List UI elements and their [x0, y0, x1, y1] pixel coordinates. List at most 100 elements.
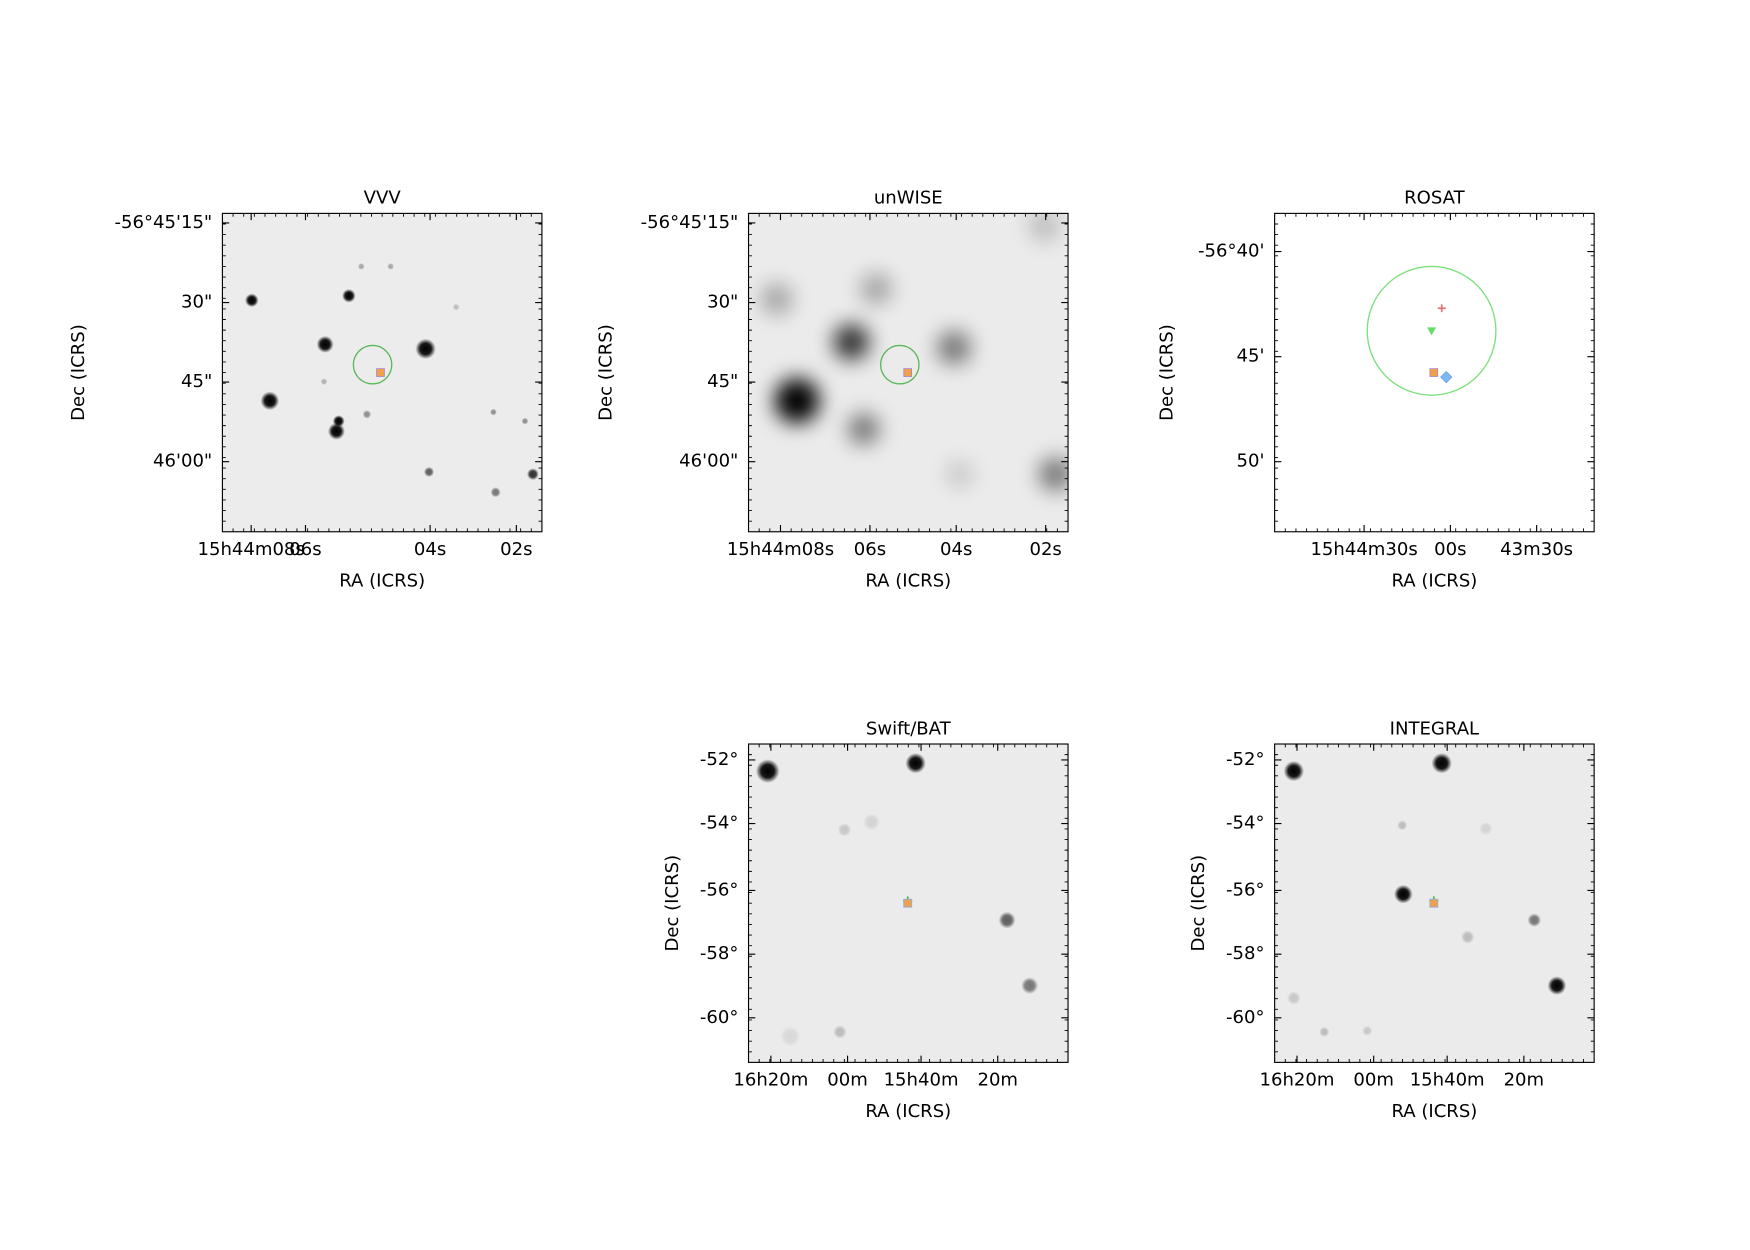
minor-tick [1274, 213, 1595, 532]
minor-tick [748, 744, 1069, 1063]
star [1021, 977, 1039, 995]
minor-tick [1274, 744, 1595, 1063]
minor-tick [222, 213, 542, 532]
star [1527, 913, 1542, 927]
minor-tick [1274, 744, 1595, 1063]
minor-tick [1274, 744, 1595, 1063]
minor-tick [222, 213, 542, 532]
minor-tick [748, 744, 1069, 1063]
minor-tick [748, 213, 1069, 532]
minor-tick [1274, 744, 1595, 1063]
minor-tick [748, 213, 1069, 532]
x-tick-label: 15h44m08s [727, 539, 834, 560]
minor-tick [222, 213, 542, 532]
sky-image [1283, 753, 1567, 1037]
minor-tick [1274, 213, 1595, 532]
star [1547, 976, 1567, 995]
minor-tick [1274, 213, 1595, 532]
minor-tick [1274, 744, 1595, 1063]
star [423, 466, 435, 478]
minor-tick [748, 744, 1069, 1063]
minor-tick [748, 744, 1069, 1063]
minor-tick [748, 213, 1069, 532]
minor-tick [1274, 744, 1595, 1063]
minor-tick [222, 213, 542, 532]
star [244, 293, 259, 308]
x-tick-label: 15h44m08s [198, 539, 305, 560]
star [1460, 930, 1475, 944]
x-axis-label: RA (ICRS) [1391, 570, 1477, 591]
minor-tick [748, 213, 1069, 532]
y-axis-label: Dec (ICRS) [662, 855, 683, 952]
minor-tick [1274, 744, 1595, 1063]
minor-tick [1274, 213, 1595, 532]
minor-tick [748, 744, 1069, 1063]
marker-square [1429, 898, 1439, 908]
x-tick-label: 06s [854, 539, 886, 560]
x-tick-label: 02s [500, 539, 532, 560]
x-tick-label: 06s [289, 539, 321, 560]
minor-tick [222, 213, 542, 532]
minor-tick [748, 744, 1069, 1063]
minor-tick [1274, 213, 1595, 532]
minor-tick [1274, 213, 1595, 532]
minor-tick [1274, 213, 1595, 532]
star [342, 289, 356, 303]
minor-tick [1274, 744, 1595, 1063]
minor-tick [222, 213, 542, 532]
minor-tick [748, 744, 1069, 1063]
minor-tick [748, 213, 1069, 532]
minor-tick [1274, 213, 1595, 532]
minor-tick [222, 213, 542, 532]
minor-tick [748, 213, 1069, 532]
source-blob [760, 283, 793, 315]
minor-tick [1274, 744, 1595, 1063]
minor-tick [748, 213, 1069, 532]
minor-tick [222, 213, 542, 532]
minor-tick [748, 213, 1069, 532]
minor-tick [748, 213, 1069, 532]
minor-tick [222, 213, 542, 532]
minor-tick [1274, 744, 1595, 1063]
minor-tick [748, 213, 1069, 532]
y-tick-label: 46'00" [679, 451, 738, 472]
star [260, 391, 280, 411]
minor-tick [748, 213, 1069, 532]
minor-tick [1274, 213, 1595, 532]
panel: 16h20m 00m 15h40m 20m -52° -54° -56° -58° -60° Sw… [662, 718, 1069, 1122]
minor-tick [748, 744, 1069, 1063]
star [452, 303, 460, 311]
y-tick-label: 30" [181, 292, 212, 313]
y-axis-label: Dec (ICRS) [595, 324, 616, 421]
minor-tick [222, 213, 542, 532]
minor-tick [748, 744, 1069, 1063]
star [837, 823, 852, 837]
source-blob [774, 378, 820, 424]
source-blob [847, 413, 880, 445]
y-tick-label: 50' [1237, 451, 1265, 472]
minor-tick [1274, 213, 1595, 532]
x-tick-label: 00m [827, 1069, 868, 1090]
minor-tick [748, 744, 1069, 1063]
minor-tick [222, 213, 542, 532]
minor-tick [222, 213, 542, 532]
sky-image [755, 753, 1039, 1047]
minor-tick [748, 213, 1069, 532]
minor-tick [1274, 744, 1595, 1063]
y-tick-label: -60° [1226, 1007, 1265, 1028]
minor-tick [222, 213, 542, 532]
minor-tick [1274, 744, 1595, 1063]
minor-tick [748, 744, 1069, 1063]
minor-tick [1274, 213, 1595, 532]
minor-tick [748, 213, 1069, 532]
x-tick-label: 16h20m [733, 1069, 808, 1090]
star [1397, 820, 1408, 831]
minor-tick [1274, 213, 1595, 532]
y-axis-label: Dec (ICRS) [68, 324, 89, 421]
source-blob [946, 460, 974, 488]
minor-tick [748, 213, 1069, 532]
minor-tick [1274, 744, 1595, 1063]
source-blob [937, 330, 971, 365]
y-axis-label: Dec (ICRS) [1188, 855, 1209, 952]
